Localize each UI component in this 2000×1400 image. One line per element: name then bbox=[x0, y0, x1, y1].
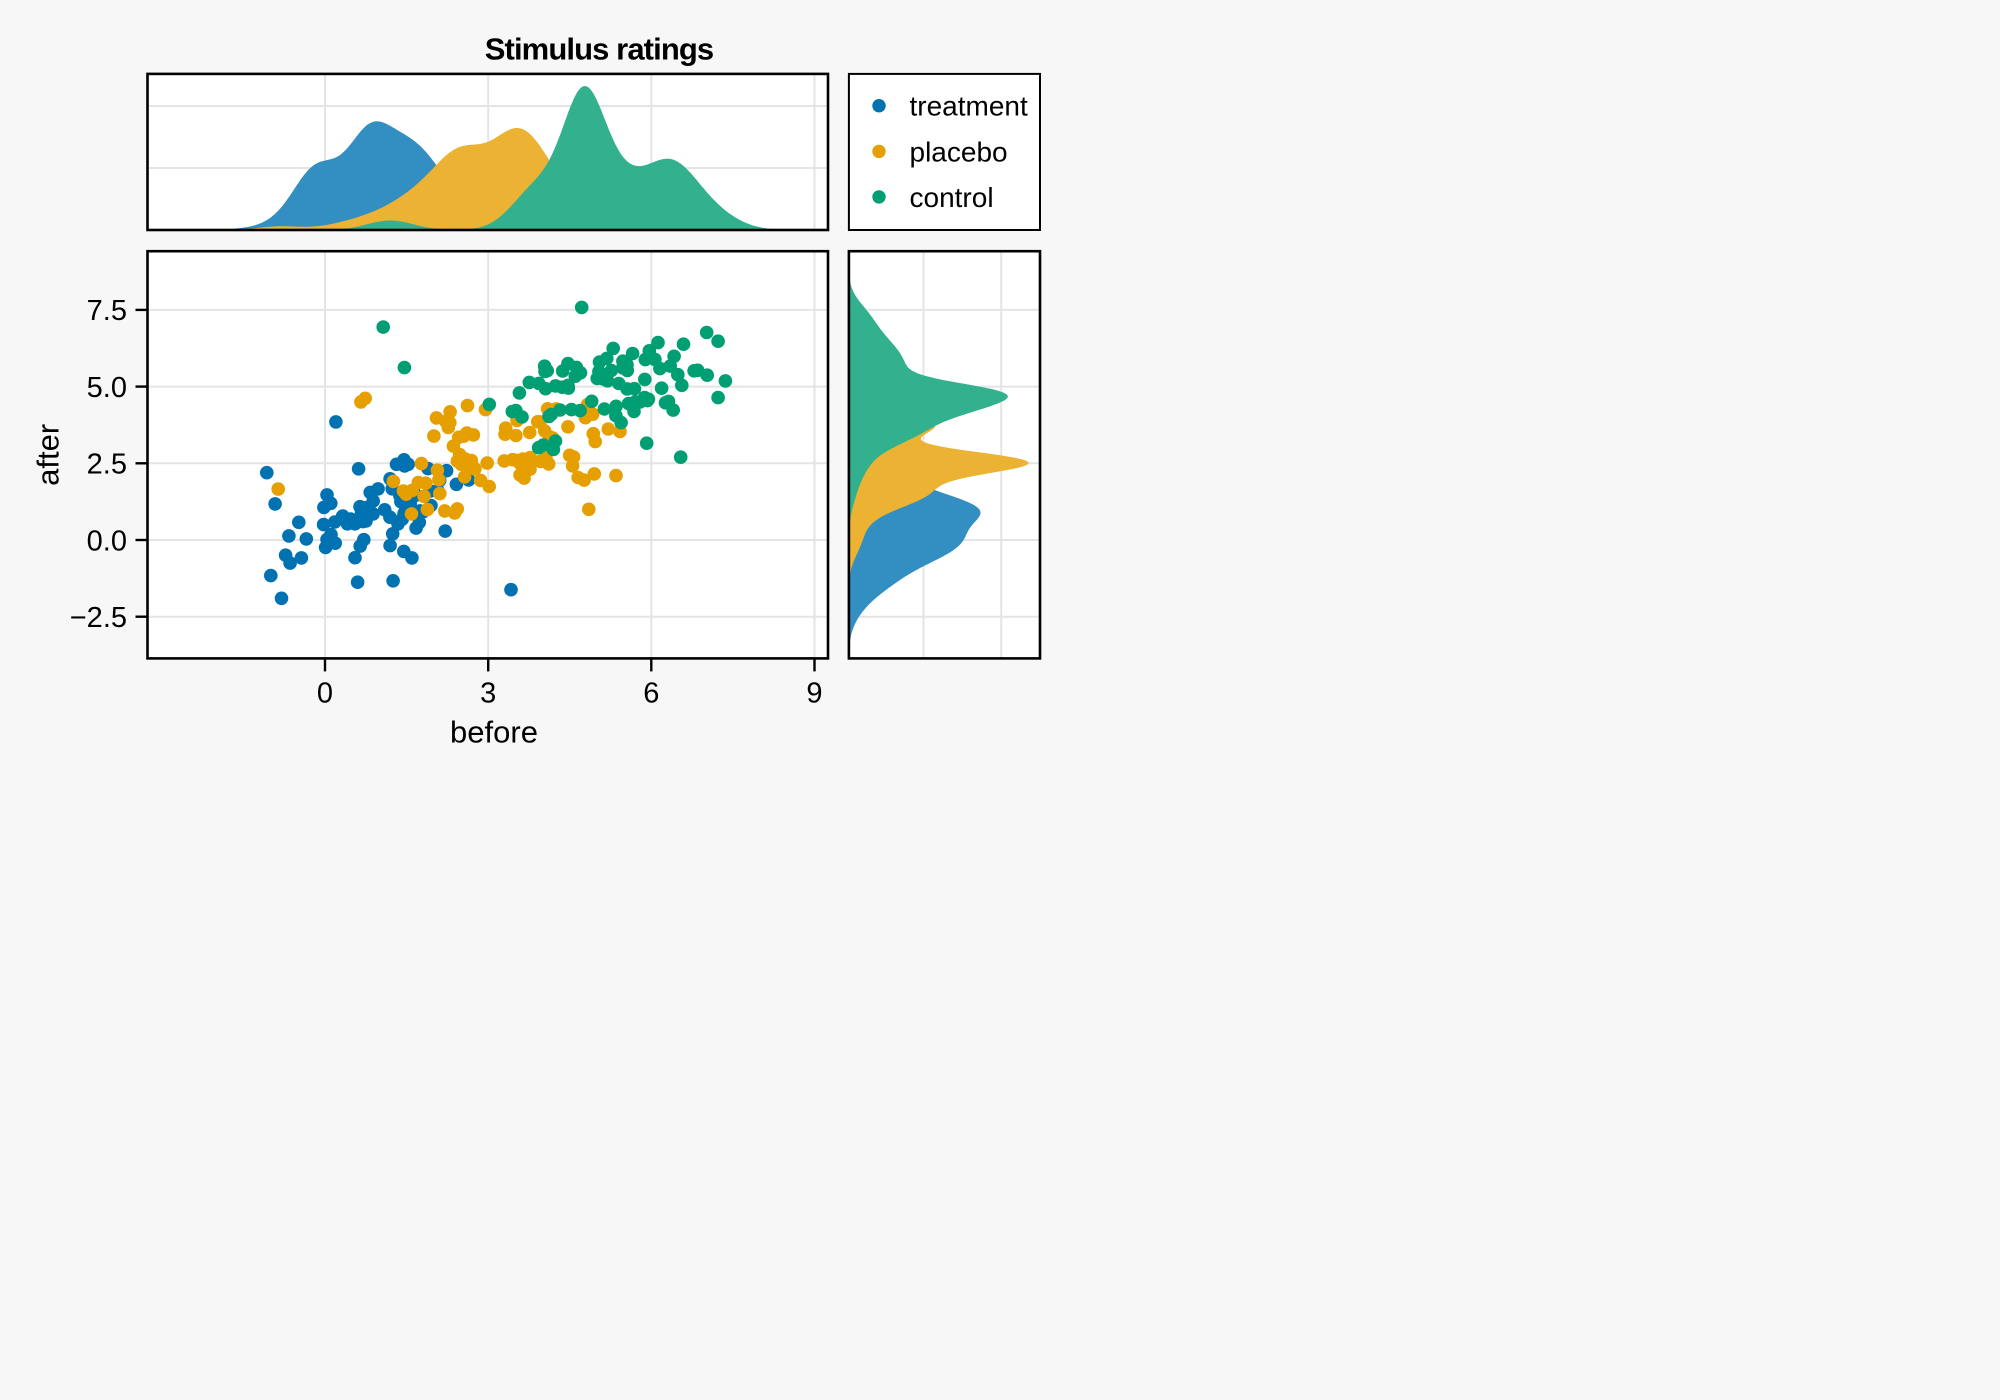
svg-text:placebo: placebo bbox=[910, 136, 1008, 167]
svg-text:6: 6 bbox=[643, 678, 659, 710]
svg-text:before: before bbox=[450, 715, 538, 750]
svg-text:7.5: 7.5 bbox=[87, 295, 127, 327]
svg-text:control: control bbox=[910, 182, 994, 213]
svg-text:9: 9 bbox=[806, 678, 822, 710]
svg-text:0.0: 0.0 bbox=[87, 525, 127, 557]
svg-text:0: 0 bbox=[317, 678, 333, 710]
svg-text:5.0: 5.0 bbox=[87, 372, 127, 404]
svg-text:−2.5: −2.5 bbox=[70, 602, 127, 634]
svg-text:after: after bbox=[31, 424, 66, 486]
svg-text:Stimulus ratings: Stimulus ratings bbox=[485, 32, 713, 67]
svg-text:3: 3 bbox=[480, 678, 496, 710]
svg-text:2.5: 2.5 bbox=[87, 449, 127, 481]
svg-text:treatment: treatment bbox=[910, 91, 1028, 122]
